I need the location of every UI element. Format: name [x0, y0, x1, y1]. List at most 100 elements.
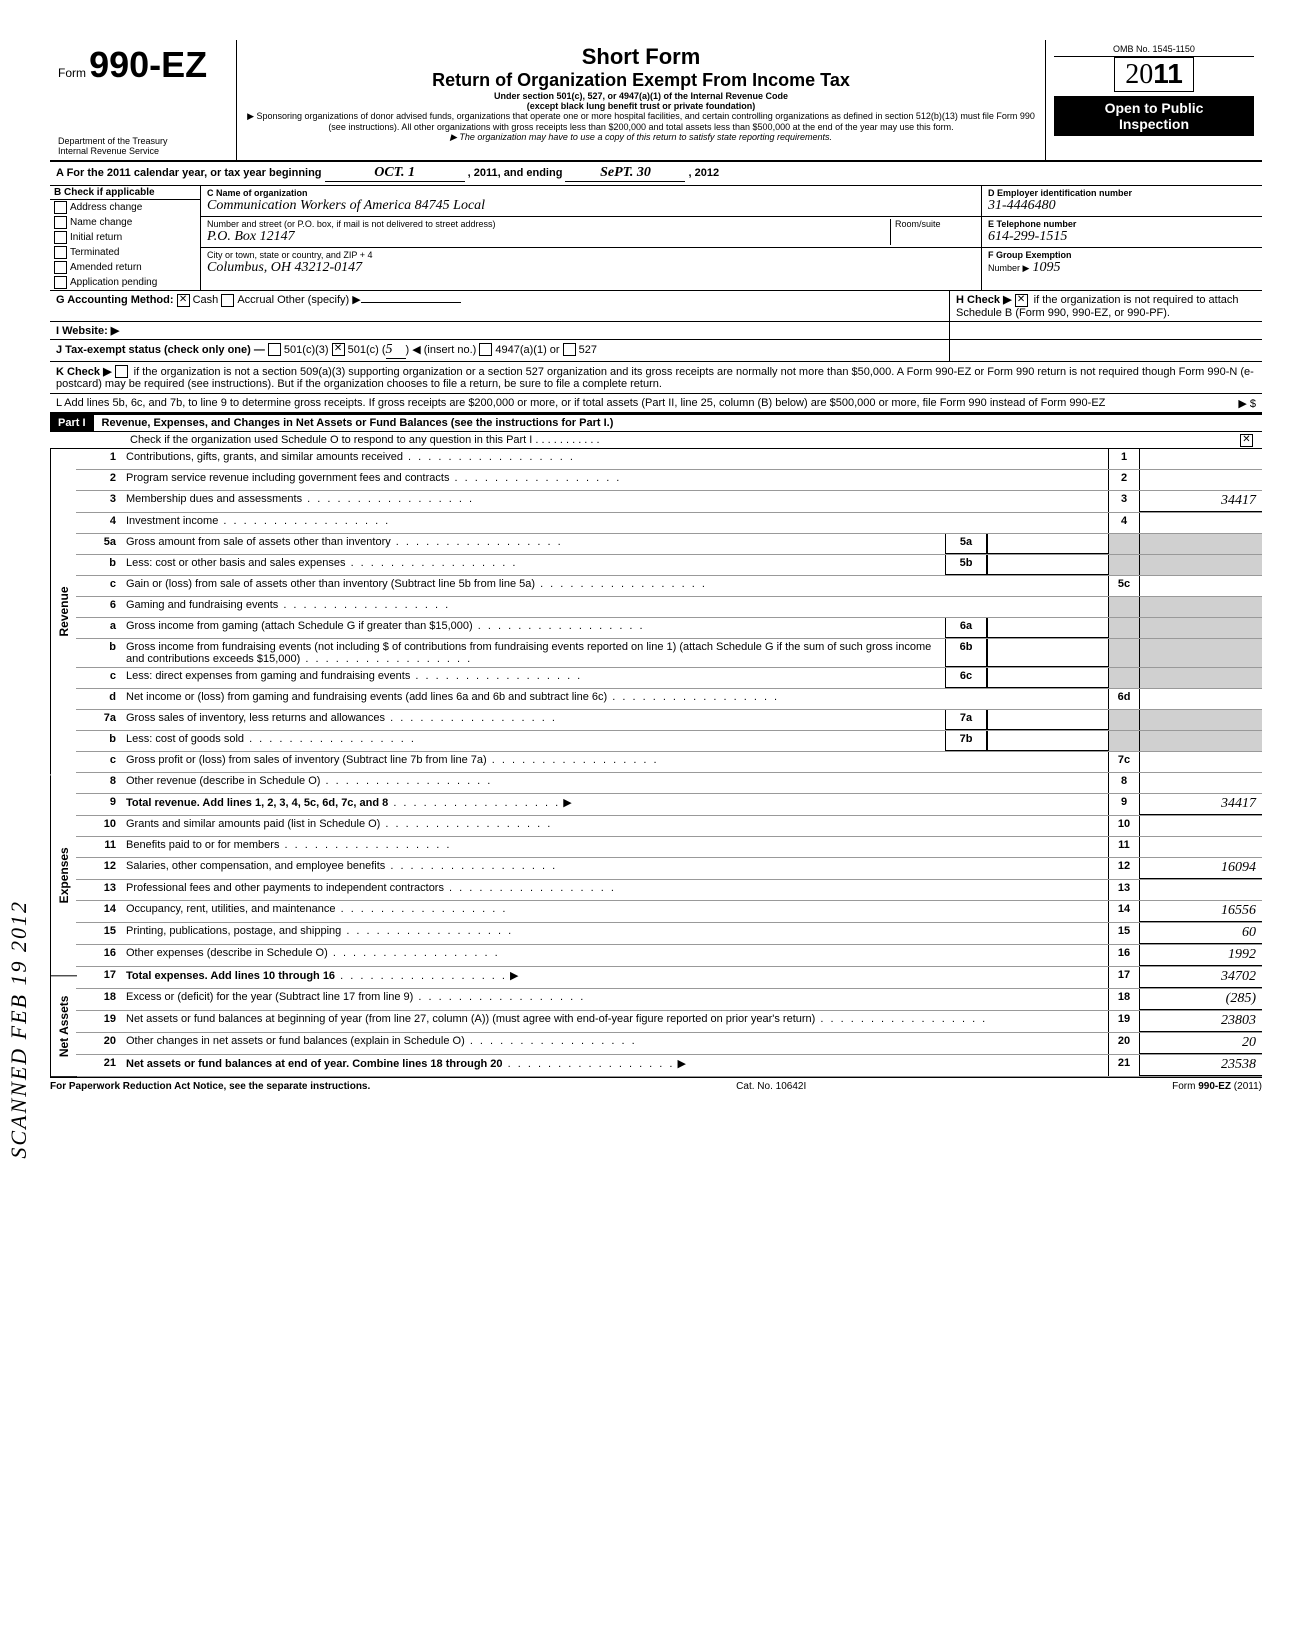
line-text: Gross amount from sale of assets other t… [122, 534, 945, 554]
inline-box-value [987, 555, 1108, 575]
line-text: Printing, publications, postage, and shi… [122, 923, 1108, 944]
line-number: 13 [76, 880, 122, 900]
line-13: 13Professional fees and other payments t… [76, 880, 1262, 901]
result-value [1139, 449, 1262, 469]
cb-line-k[interactable] [115, 365, 128, 378]
result-number: 3 [1108, 491, 1139, 512]
inline-box-label: 7b [945, 731, 987, 751]
side-expenses: Expenses [50, 775, 77, 976]
i-label: I Website: ▶ [56, 325, 119, 337]
line-15: 15Printing, publications, postage, and s… [76, 923, 1262, 945]
line-number: a [76, 618, 122, 638]
cb-4947[interactable] [479, 343, 492, 356]
line-text: Investment income [122, 513, 1108, 533]
cb-501c3[interactable] [268, 343, 281, 356]
d-label: D Employer identification number [988, 188, 1256, 198]
line-text: Program service revenue including govern… [122, 470, 1108, 490]
line-number: 18 [76, 989, 122, 1010]
result-value: 20 [1139, 1033, 1262, 1054]
inline-box-value [987, 534, 1108, 554]
inline-box-label: 5b [945, 555, 987, 575]
line-5b: bLess: cost or other basis and sales exp… [76, 555, 1262, 576]
line-17: 17Total expenses. Add lines 10 through 1… [76, 967, 1262, 989]
form-number: 990-EZ [89, 44, 207, 85]
form-prefix: Form [58, 66, 86, 80]
result-number: 2 [1108, 470, 1139, 490]
cb-501c[interactable] [332, 343, 345, 356]
line-number: c [76, 752, 122, 772]
side-net-assets: Net Assets [50, 976, 77, 1077]
line-7a: 7aGross sales of inventory, less returns… [76, 710, 1262, 731]
page-footer: For Paperwork Reduction Act Notice, see … [50, 1077, 1262, 1092]
line-number: d [76, 689, 122, 709]
line-number: 21 [76, 1055, 122, 1076]
line-number: 17 [76, 967, 122, 988]
line-text: Net income or (loss) from gaming and fun… [122, 689, 1108, 709]
result-number: 21 [1108, 1055, 1139, 1076]
org-address: P.O. Box 12147 [207, 229, 890, 245]
result-value: 16556 [1139, 901, 1262, 922]
line-number: 19 [76, 1011, 122, 1032]
cb-terminated[interactable] [54, 246, 67, 259]
tax-year: 2011 [1114, 57, 1194, 92]
part-1-grid: Revenue Expenses Net Assets 1Contributio… [50, 449, 1262, 1077]
result-value [1139, 752, 1262, 772]
period-end: SePT. 30 [565, 165, 685, 182]
inline-box-label: 5a [945, 534, 987, 554]
cb-address-change[interactable] [54, 201, 67, 214]
line-a: A For the 2011 calendar year, or tax yea… [50, 162, 1262, 186]
c-label: C Name of organization [207, 188, 975, 198]
cb-initial-return[interactable] [54, 231, 67, 244]
line-text: Contributions, gifts, grants, and simila… [122, 449, 1108, 469]
cb-schedule-o[interactable] [1240, 434, 1253, 447]
cb-accrual[interactable] [221, 294, 234, 307]
result-number: 6d [1108, 689, 1139, 709]
line-number: 15 [76, 923, 122, 944]
line-number: c [76, 576, 122, 596]
line-3: 3Membership dues and assessments334417 [76, 491, 1262, 513]
line-number: 1 [76, 449, 122, 469]
state-note: ▶ The organization may have to use a cop… [245, 132, 1037, 143]
cb-527[interactable] [563, 343, 576, 356]
result-number: 12 [1108, 858, 1139, 879]
phone: 614-299-1515 [988, 229, 1256, 245]
cb-cash[interactable] [177, 294, 190, 307]
line-6b: bGross income from fundraising events (n… [76, 639, 1262, 668]
header-block: B Check if applicable Address change Nam… [50, 186, 1262, 290]
addr-label: Number and street (or P.O. box, if mail … [207, 219, 890, 229]
line-6a: aGross income from gaming (attach Schedu… [76, 618, 1262, 639]
result-value: 16094 [1139, 858, 1262, 879]
line-text: Gross income from fundraising events (no… [122, 639, 945, 667]
line-2: 2Program service revenue including gover… [76, 470, 1262, 491]
dept: Department of the Treasury Internal Reve… [58, 136, 228, 156]
line-11: 11Benefits paid to or for members11 [76, 837, 1262, 858]
line-text: Salaries, other compensation, and employ… [122, 858, 1108, 879]
result-value: 34417 [1139, 491, 1262, 512]
line-text: Less: direct expenses from gaming and fu… [122, 668, 945, 688]
line-k: K Check ▶ if the organization is not a s… [50, 362, 1262, 395]
result-number: 19 [1108, 1011, 1139, 1032]
line-text: Gross income from gaming (attach Schedul… [122, 618, 945, 638]
inline-box-value [987, 618, 1108, 638]
line-text: Gross profit or (loss) from sales of inv… [122, 752, 1108, 772]
org-name: Communication Workers of America 84745 L… [207, 198, 975, 214]
line-number: 5a [76, 534, 122, 554]
line-number: 3 [76, 491, 122, 512]
line-number: 16 [76, 945, 122, 966]
line-text: Professional fees and other payments to … [122, 880, 1108, 900]
line-6: 6Gaming and fundraising events [76, 597, 1262, 618]
line-text: Gross sales of inventory, less returns a… [122, 710, 945, 730]
side-revenue: Revenue [50, 449, 77, 775]
line-text: Net assets or fund balances at end of ye… [122, 1055, 1108, 1076]
line-7c: cGross profit or (loss) from sales of in… [76, 752, 1262, 773]
line-5c: cGain or (loss) from sale of assets othe… [76, 576, 1262, 597]
cb-amended[interactable] [54, 261, 67, 274]
line-number: c [76, 668, 122, 688]
line-number: 6 [76, 597, 122, 617]
cb-no-schedule-b[interactable] [1015, 294, 1028, 307]
cb-name-change[interactable] [54, 216, 67, 229]
result-value [1139, 689, 1262, 709]
result-value [1139, 773, 1262, 793]
result-number: 14 [1108, 901, 1139, 922]
cb-application-pending[interactable] [54, 276, 67, 289]
